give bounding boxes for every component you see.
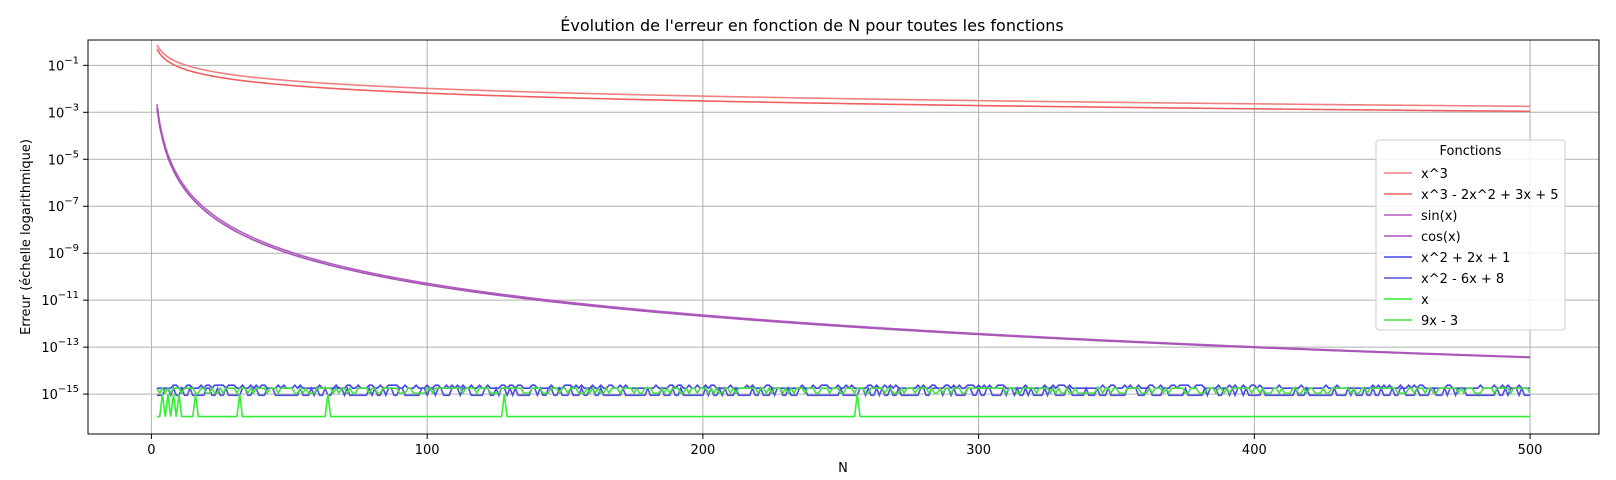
x-tick-label: 200 xyxy=(690,443,715,458)
legend-entry: 9x - 3 xyxy=(1421,314,1458,329)
series-line xyxy=(156,394,1531,418)
legend-entry: x^2 - 6x + 8 xyxy=(1421,272,1504,287)
series-lines xyxy=(156,44,1531,418)
y-axis: 10−1 10−3 10−5 10−7 10−9 10−11 10−13 10−15 xyxy=(41,55,88,403)
legend-entry: x^2 + 2x + 1 xyxy=(1421,251,1510,266)
x-tick-label: 400 xyxy=(1242,443,1267,458)
legend-box xyxy=(1375,139,1566,331)
y-tick-label: 10−13 xyxy=(41,337,79,356)
x-axis-label: N xyxy=(838,461,848,476)
legend-entry: sin(x) xyxy=(1421,209,1457,224)
x-axis: 0 100 200 300 400 500 xyxy=(147,434,1542,458)
x-tick-label: 0 xyxy=(147,443,155,458)
y-tick-label: 10−9 xyxy=(48,243,79,262)
series-line xyxy=(156,44,1531,108)
legend-entry: x^3 - 2x^2 + 3x + 5 xyxy=(1421,188,1559,203)
legend-entry: cos(x) xyxy=(1421,230,1461,245)
y-tick-label: 10−1 xyxy=(48,55,79,74)
legend-title: Fonctions xyxy=(1439,144,1501,159)
plot-area-frame xyxy=(87,39,1600,435)
x-tick-label: 100 xyxy=(415,443,440,458)
legend-entry: x xyxy=(1421,293,1429,308)
y-tick-label: 10−5 xyxy=(48,149,79,168)
legend: Fonctions x^3 x^3 - 2x^2 + 3x + 5 sin(x) cos… xyxy=(1375,139,1566,331)
legend-entry: x^3 xyxy=(1421,167,1448,182)
y-tick-label: 10−3 xyxy=(48,102,79,121)
series-line xyxy=(156,386,1531,395)
y-axis-label: Erreur (échelle logarithmique) xyxy=(19,139,34,335)
y-tick-label: 10−15 xyxy=(41,384,79,403)
y-tick-label: 10−11 xyxy=(41,290,79,309)
series-line xyxy=(156,108,1531,359)
x-tick-label: 500 xyxy=(1518,443,1543,458)
chart-title: Évolution de l'erreur en fonction de N p… xyxy=(560,16,1063,35)
x-tick-label: 300 xyxy=(966,443,991,458)
series-line xyxy=(156,386,1531,398)
y-tick-label: 10−7 xyxy=(48,196,79,215)
series-line xyxy=(156,48,1531,113)
